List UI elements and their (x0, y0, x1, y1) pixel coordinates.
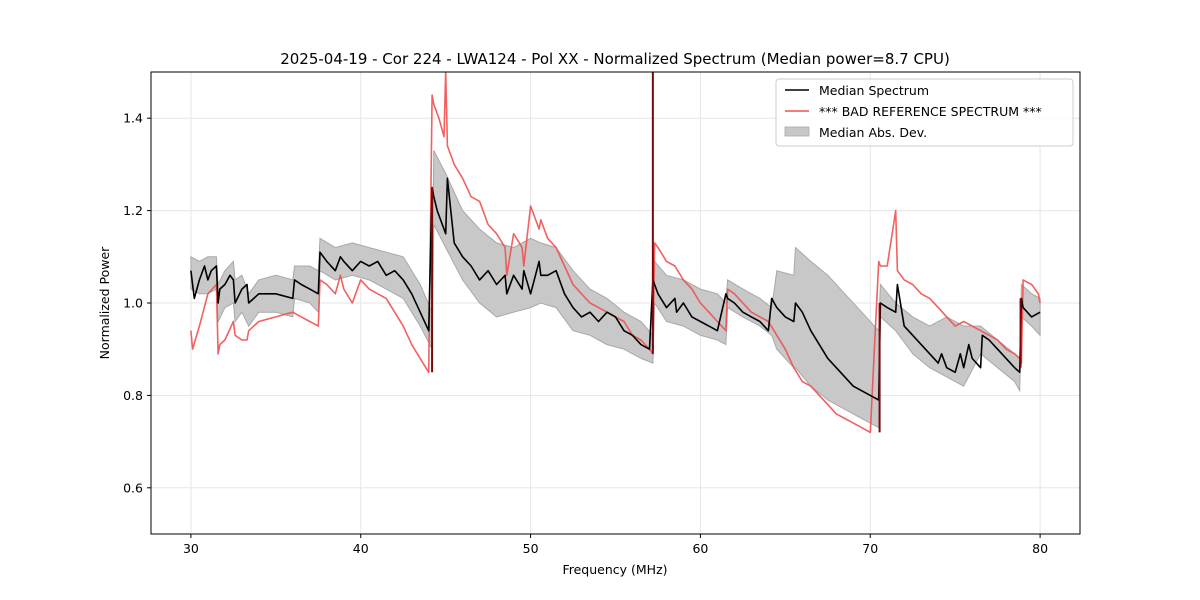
y-tick-label: 0.6 (123, 480, 143, 495)
x-tick-label: 70 (862, 541, 878, 556)
legend-bad-reference-label: *** BAD REFERENCE SPECTRUM *** (819, 104, 1042, 119)
chart-title: 2025-04-19 - Cor 224 - LWA124 - Pol XX -… (280, 50, 950, 68)
legend-mad-label: Median Abs. Dev. (819, 125, 927, 140)
x-tick-label: 30 (183, 541, 199, 556)
y-tick-label: 1.2 (123, 203, 143, 218)
x-tick-label: 80 (1032, 541, 1048, 556)
legend-mad-swatch (784, 126, 810, 137)
x-axis-label: Frequency (MHz) (562, 562, 667, 577)
legend-box (775, 78, 1074, 147)
y-axis: 0.6 0.8 1.0 1.2 1.4 (123, 111, 151, 495)
x-tick-label: 60 (692, 541, 708, 556)
legend: Median Spectrum *** BAD REFERENCE SPECTR… (775, 78, 1074, 147)
y-tick-label: 0.8 (123, 388, 143, 403)
x-tick-label: 40 (353, 541, 369, 556)
x-tick-label: 50 (523, 541, 539, 556)
y-axis-label: Normalized Power (97, 246, 112, 360)
series-layer (190, 72, 1041, 434)
x-axis: 30 40 50 60 70 80 (183, 534, 1048, 556)
bad-reference-spectrum-line (190, 72, 1041, 434)
y-tick-label: 1.4 (123, 111, 143, 126)
y-tick-label: 1.0 (123, 296, 143, 311)
legend-median-label: Median Spectrum (819, 83, 929, 98)
median-spectrum-line (190, 177, 1041, 401)
